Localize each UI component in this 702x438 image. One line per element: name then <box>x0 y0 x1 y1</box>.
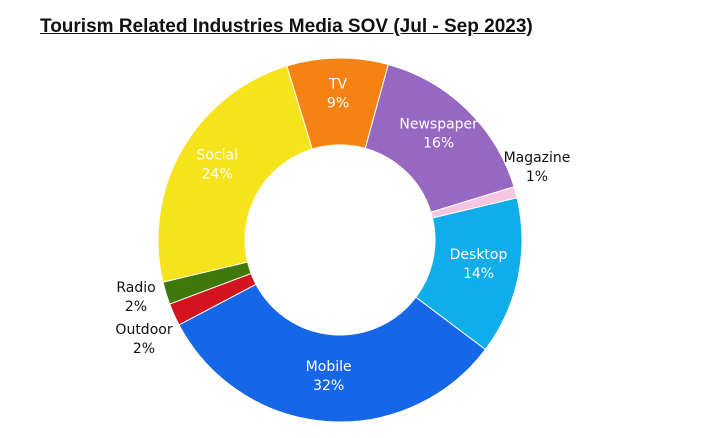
slice-mobile <box>178 283 487 423</box>
slice-name-newspaper: Newspaper <box>399 117 478 133</box>
slice-value-radio: 2% <box>125 299 147 315</box>
slice-name-mobile: Mobile <box>306 359 352 375</box>
slice-name-magazine: Magazine <box>504 150 571 166</box>
slice-value-outdoor: 2% <box>133 341 155 357</box>
slice-name-social: Social <box>196 148 238 164</box>
slice-name-tv: TV <box>328 77 348 93</box>
slice-name-outdoor: Outdoor <box>115 322 172 338</box>
slice-social <box>157 65 313 283</box>
slice-value-social: 24% <box>202 167 233 183</box>
slice-value-newspaper: 16% <box>423 136 454 152</box>
chart-title: Tourism Related Industries Media SOV (Ju… <box>40 16 533 37</box>
slice-value-magazine: 1% <box>526 169 548 185</box>
slice-value-tv: 9% <box>327 96 349 112</box>
slice-value-mobile: 32% <box>313 378 344 394</box>
slice-newspaper <box>364 63 515 213</box>
slice-name-radio: Radio <box>116 280 155 296</box>
slice-name-desktop: Desktop <box>450 247 508 263</box>
slice-value-desktop: 14% <box>463 266 494 282</box>
